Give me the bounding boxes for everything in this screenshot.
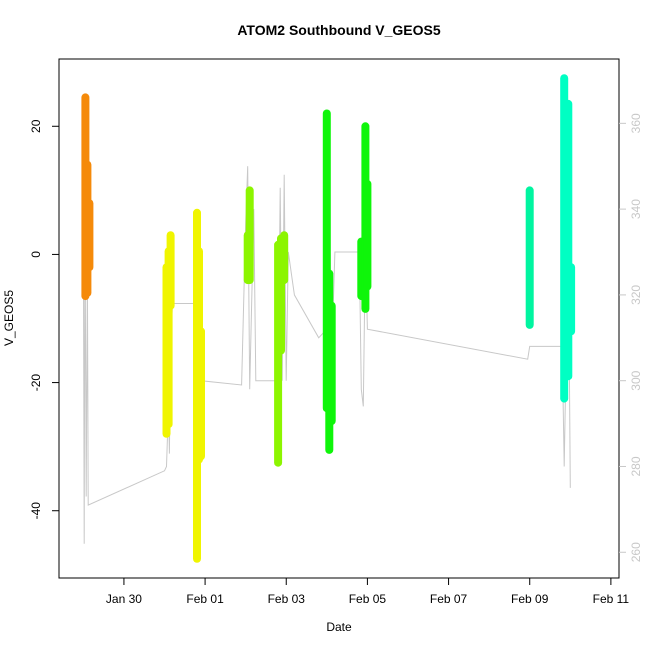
chart-title: ATOM2 Southbound V_GEOS5	[237, 22, 440, 38]
y2-tick-label: 360	[629, 113, 643, 133]
x-tick-label: Feb 03	[268, 592, 306, 606]
y2-tick-label: 340	[629, 199, 643, 219]
y2-tick-label: 300	[629, 370, 643, 390]
y-axis: -40 -20 0 20	[29, 119, 59, 519]
series-4	[322, 109, 372, 454]
x-axis: Jan 30 Feb 01 Feb 03 Feb 05 Feb 07 Feb 09 Feb …	[106, 577, 630, 606]
y2-tick-label: 320	[629, 285, 643, 305]
y-tick-label: -20	[29, 374, 43, 392]
x-axis-label: Date	[326, 620, 352, 634]
y-tick-label: 0	[29, 251, 43, 258]
y2-tick-label: 280	[629, 456, 643, 476]
series-6	[560, 74, 576, 403]
y2-tick-label: 260	[629, 542, 643, 562]
x-tick-label: Feb 11	[593, 592, 630, 606]
plot-frame	[58, 58, 620, 579]
y-tick-label: 20	[29, 119, 43, 133]
x-tick-label: Feb 09	[511, 592, 549, 606]
x-tick-label: Feb 01	[186, 592, 224, 606]
y-tick-label: -40	[29, 502, 43, 520]
series-3	[243, 186, 289, 467]
x-tick-label: Feb 07	[430, 592, 468, 606]
x-tick-label: Feb 05	[349, 592, 387, 606]
y-axis-label: V_GEOS5	[2, 290, 16, 346]
y2-axis: 260 280 300 320 340 360	[619, 113, 643, 562]
data-series-layer	[81, 74, 576, 563]
series-2	[162, 208, 205, 563]
series-1	[81, 93, 94, 301]
x-tick-label: Jan 30	[106, 592, 142, 606]
